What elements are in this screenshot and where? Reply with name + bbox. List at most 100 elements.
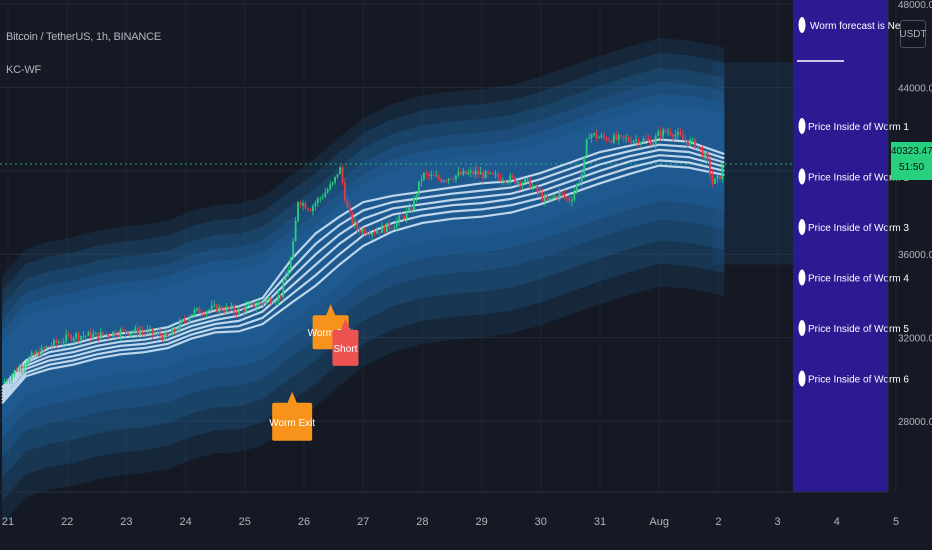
signal-label-text: Worm Exit	[308, 328, 354, 339]
candle	[205, 309, 208, 319]
candle	[635, 134, 637, 147]
candle	[445, 179, 447, 184]
candle	[677, 127, 679, 140]
candle	[699, 147, 702, 154]
candle	[630, 136, 632, 145]
candle	[104, 333, 107, 337]
candle	[689, 136, 692, 147]
candle	[509, 172, 512, 185]
candle	[610, 139, 613, 145]
candle	[583, 155, 586, 179]
candle	[376, 226, 378, 234]
indicator-name[interactable]: KC-WF	[6, 64, 42, 76]
candle	[314, 200, 317, 211]
x-tick-label: 21	[2, 516, 14, 528]
candle	[297, 201, 299, 223]
candle	[422, 171, 425, 182]
forecast-item: Price Inside of Worm 5	[808, 324, 909, 335]
candle	[395, 217, 398, 232]
status-dot-icon	[798, 219, 806, 235]
y-tick-label: 36000.00	[898, 250, 932, 261]
candle	[223, 305, 225, 316]
candle	[605, 136, 608, 143]
candle	[672, 133, 674, 142]
candle	[171, 326, 174, 336]
candle	[403, 214, 406, 222]
x-tick-label: 25	[239, 516, 251, 528]
keltner-bands	[2, 38, 796, 525]
y-tick-label: 48000.00	[898, 0, 932, 11]
candle	[563, 189, 566, 200]
candle	[141, 326, 144, 337]
candle	[393, 224, 396, 229]
status-dot-icon	[798, 320, 806, 336]
candle	[519, 180, 521, 191]
candle	[620, 134, 623, 140]
candle	[260, 301, 262, 306]
candle	[538, 187, 541, 197]
candle	[6, 378, 8, 384]
candle	[50, 342, 53, 351]
candle	[146, 324, 149, 336]
candle	[400, 211, 403, 217]
y-tick-label: 32000.00	[898, 334, 932, 345]
candle	[144, 329, 147, 337]
candle	[704, 150, 706, 162]
candle	[647, 134, 650, 144]
candle	[356, 219, 359, 235]
x-tick-label: Aug	[649, 516, 669, 528]
candle	[230, 302, 233, 311]
candle	[511, 173, 514, 179]
candle	[198, 306, 201, 314]
candle	[265, 299, 267, 307]
candle	[319, 196, 322, 203]
candle	[674, 130, 677, 140]
worm-line	[1, 159, 725, 401]
candle	[440, 177, 443, 184]
candle	[499, 173, 502, 183]
candle	[92, 329, 95, 340]
candle	[65, 329, 68, 347]
candle	[279, 295, 282, 302]
candle	[405, 208, 408, 224]
candle	[218, 303, 221, 318]
candle	[18, 363, 21, 373]
signal-labels[interactable]: Worm Exit Worm Exit Short	[269, 304, 359, 441]
candle	[136, 322, 139, 339]
candle	[469, 167, 472, 178]
candle	[667, 127, 669, 136]
candle	[556, 194, 558, 202]
candle	[159, 327, 161, 340]
candle	[200, 309, 203, 319]
candle	[533, 184, 536, 188]
candle	[664, 128, 667, 134]
candle	[654, 133, 657, 149]
candle	[45, 345, 48, 350]
candle	[134, 324, 137, 335]
candle	[455, 174, 457, 183]
candle	[48, 345, 50, 348]
worm-exit-label: Worm Exit	[269, 391, 315, 441]
candle	[139, 326, 142, 339]
candle	[494, 169, 497, 179]
candle	[420, 175, 423, 187]
candle	[492, 171, 494, 175]
symbol-title[interactable]: Bitcoin / TetherUS, 1h, BINANCE	[6, 31, 161, 43]
candle	[716, 174, 719, 183]
candle	[233, 302, 235, 315]
candle	[541, 188, 544, 203]
candle	[311, 204, 314, 216]
candle	[126, 332, 129, 337]
candle	[570, 195, 573, 207]
candle	[627, 135, 630, 143]
price-unit-button[interactable]: USDT	[899, 20, 927, 48]
candle	[649, 136, 652, 147]
forecast-panel: Worm forecast is Neutral Price Inside of …	[793, 0, 920, 492]
candle	[277, 289, 280, 306]
candle	[11, 373, 13, 385]
candle	[482, 168, 484, 184]
candle	[580, 169, 583, 187]
candles[interactable]	[3, 126, 724, 385]
